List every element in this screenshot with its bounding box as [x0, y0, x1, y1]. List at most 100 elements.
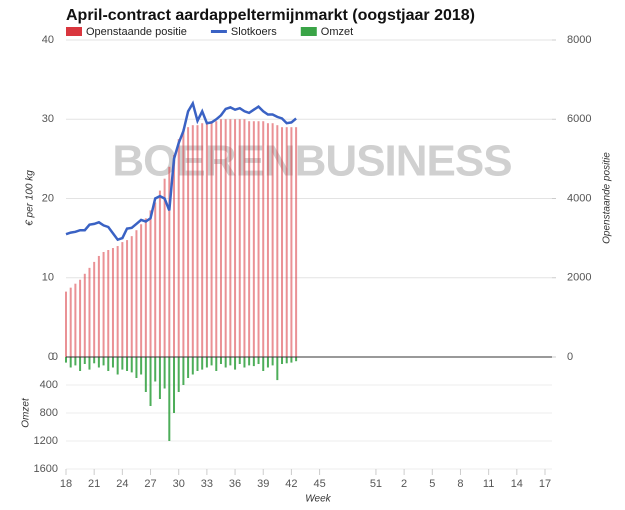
bar [168, 166, 171, 357]
bar [252, 121, 255, 357]
x-tick-label: 8 [457, 478, 463, 490]
bar [154, 202, 157, 357]
x-tick-label: 14 [511, 478, 523, 490]
x-tick-label: 5 [429, 478, 435, 490]
y2-tick-label: 8000 [567, 34, 591, 46]
bar [93, 261, 96, 357]
bar [281, 127, 284, 357]
legend-label: Openstaande positie [86, 26, 187, 38]
bar [79, 279, 82, 357]
bar [140, 224, 143, 357]
bar [130, 236, 133, 357]
bar [187, 127, 190, 357]
bar [215, 357, 218, 371]
bar [219, 357, 222, 364]
bar [69, 357, 72, 368]
bar [266, 123, 269, 358]
bar [295, 357, 298, 362]
bar [257, 357, 260, 364]
bar [248, 121, 251, 357]
y3-tick-label: 400 [40, 379, 58, 391]
bar [210, 357, 213, 366]
bar [262, 121, 265, 357]
bar [97, 255, 100, 357]
y2-tick-label: 6000 [567, 113, 591, 125]
bar [69, 287, 72, 357]
bar [88, 267, 91, 357]
y-tick-label: 0 [48, 351, 54, 363]
bar [154, 357, 157, 382]
legend-label: Omzet [321, 26, 353, 38]
x-tick-label: 33 [201, 478, 213, 490]
bar [65, 291, 67, 357]
y2-axis-title: Openstaande positie [602, 152, 613, 244]
bar [93, 357, 96, 364]
bar [243, 357, 246, 368]
x-tick-label: 18 [60, 478, 72, 490]
bar [229, 119, 232, 357]
x-tick-label: 45 [313, 478, 325, 490]
x-tick-label: 24 [116, 478, 128, 490]
x-tick-label: 42 [285, 478, 297, 490]
bar [182, 357, 185, 385]
y2-tick-label: 2000 [567, 272, 591, 284]
bar [135, 230, 138, 357]
bar [229, 357, 232, 366]
y-tick-label: 30 [42, 113, 54, 125]
y3-tick-label: 0 [52, 351, 58, 363]
bar [74, 283, 77, 357]
bar [285, 357, 288, 364]
y-tick-label: 10 [42, 272, 54, 284]
x-tick-label: 27 [144, 478, 156, 490]
bar [74, 357, 77, 366]
bar [201, 123, 204, 358]
legend-swatch [210, 30, 227, 33]
chart-title: April-contract aardappeltermijnmarkt (oo… [66, 7, 475, 24]
bar [196, 125, 199, 357]
y2-tick-label: 0 [567, 351, 573, 363]
bar [219, 119, 222, 357]
bar [271, 123, 274, 358]
bar [276, 357, 279, 381]
bar [65, 357, 67, 363]
bar [205, 123, 208, 358]
legend: Openstaande positie Slotkoers Omzet [66, 26, 353, 38]
bar [79, 357, 82, 371]
bar [201, 357, 204, 370]
bar [97, 357, 100, 368]
bar [126, 357, 129, 371]
bar [187, 357, 190, 378]
x-tick-label: 30 [173, 478, 185, 490]
bar [248, 357, 251, 366]
bar [111, 248, 114, 357]
bar [210, 121, 213, 357]
bar [83, 357, 86, 364]
y-axis-title: € per 100 kg [25, 170, 36, 226]
bar [107, 357, 110, 371]
bar [281, 357, 284, 364]
x-axis-title: Week [305, 494, 331, 505]
bar [276, 125, 279, 357]
bar [173, 357, 176, 413]
bar [102, 357, 105, 366]
legend-label: Slotkoers [231, 26, 277, 38]
bar [121, 242, 124, 357]
bar [177, 139, 180, 357]
bar [130, 357, 133, 373]
bar [238, 119, 241, 357]
y3-axis-title: Omzet [21, 397, 32, 428]
bar [158, 190, 161, 357]
legend-swatch [300, 27, 317, 36]
bar [135, 357, 138, 378]
bar [196, 357, 199, 371]
bar [111, 357, 114, 368]
y3-tick-label: 1600 [34, 463, 58, 475]
y2-tick-label: 4000 [567, 192, 591, 204]
x-tick-label: 17 [539, 478, 551, 490]
bar [107, 250, 110, 357]
bar [126, 240, 129, 357]
bar [163, 178, 166, 357]
bar [158, 357, 161, 399]
bar [252, 357, 255, 367]
